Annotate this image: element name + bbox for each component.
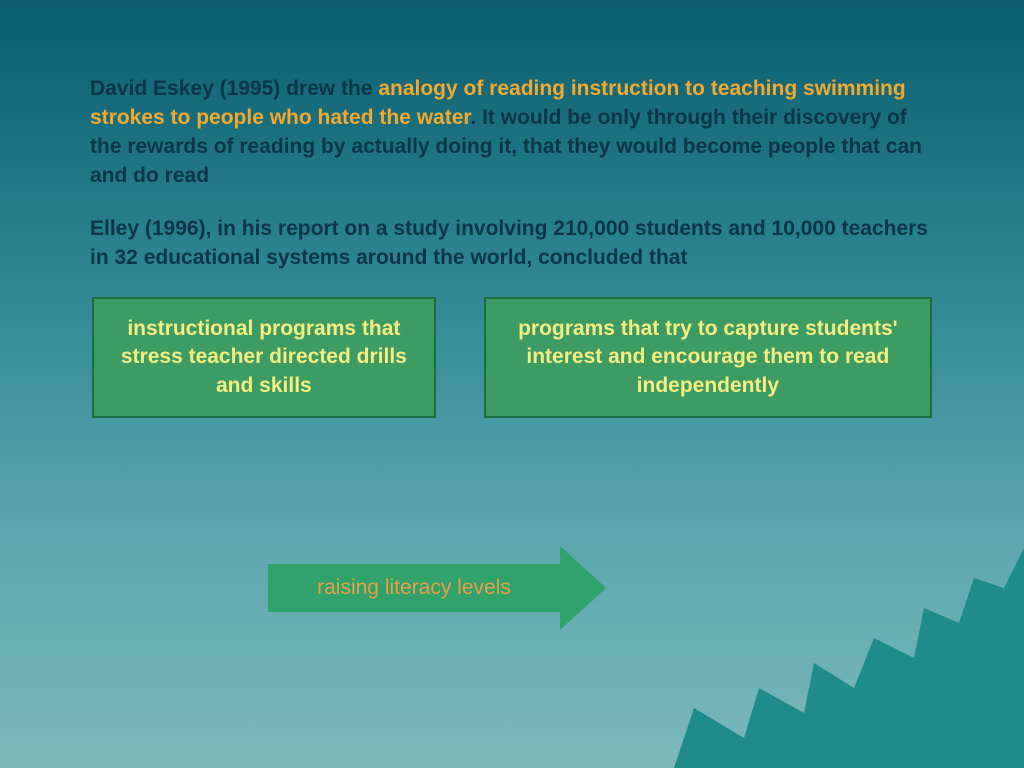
paragraph-eskey: David Eskey (1995) drew the analogy of r… xyxy=(90,75,934,191)
box-drills-skills: instructional programs that stress teach… xyxy=(92,297,436,418)
decorative-ridge xyxy=(504,548,1024,768)
paragraph-elley: Elley (1996), in his report on a study i… xyxy=(90,215,934,273)
slide-content: David Eskey (1995) drew the analogy of r… xyxy=(0,0,1024,418)
box-independent-reading: programs that try to capture students' i… xyxy=(484,297,932,418)
para1-prefix: David Eskey (1995) drew the xyxy=(90,77,378,100)
comparison-boxes: instructional programs that stress teach… xyxy=(90,297,934,418)
